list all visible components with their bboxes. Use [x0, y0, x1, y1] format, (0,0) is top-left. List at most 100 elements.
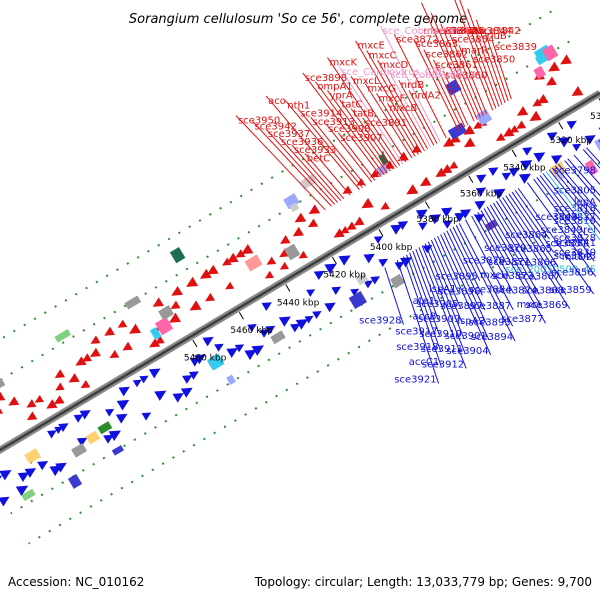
- reverse-gene-arrow: [333, 228, 345, 238]
- annotation-block: [169, 246, 186, 264]
- annotation-block: [158, 305, 175, 321]
- reverse-gene-arrow: [495, 132, 506, 142]
- forward-gene-arrow: [189, 357, 201, 367]
- reverse-gene-arrow: [307, 218, 319, 228]
- leader-line: [486, 206, 540, 295]
- gene-label: sce3859: [549, 285, 591, 296]
- leader-line: [339, 99, 391, 172]
- reverse-gene-arrow: [152, 297, 164, 307]
- reverse-gene-arrow: [54, 369, 65, 378]
- leader-line: [480, 210, 547, 324]
- forward-gene-arrow: [118, 386, 130, 397]
- leader-line: [489, 204, 537, 281]
- leader-line: [415, 248, 438, 306]
- gene-label: sce3893: [468, 317, 510, 328]
- gene-label: sce3911: [421, 344, 463, 355]
- leader-line: [413, 38, 460, 131]
- gene-label: sce3855: [443, 26, 485, 37]
- gene-label: sce3908: [328, 124, 370, 135]
- reverse-gene-arrow: [516, 106, 529, 116]
- reverse-gene-arrow: [346, 221, 357, 230]
- leader-line: [508, 193, 559, 267]
- gene-label: mxcL: [353, 76, 380, 87]
- gene-label: mxcK: [329, 58, 357, 69]
- reverse-gene-arrow: [571, 86, 584, 96]
- forward-gene-arrow: [247, 323, 257, 333]
- forward-gene-arrow: [116, 399, 130, 411]
- forward-gene-arrow: [522, 147, 533, 156]
- leader-line: [492, 42, 512, 100]
- forward-gene-arrow: [172, 393, 184, 403]
- reverse-gene-arrow: [170, 300, 181, 310]
- gene-label: accC1: [409, 357, 439, 368]
- gene-label: sce3933: [294, 145, 336, 156]
- forward-gene-arrow: [508, 167, 520, 177]
- forward-gene-arrow: [0, 470, 12, 481]
- leader-line: [458, 223, 514, 327]
- forward-gene-arrow: [331, 286, 342, 295]
- forward-gene-arrow: [460, 209, 472, 219]
- forward-gene-arrow: [55, 462, 67, 473]
- leader-line: [484, 30, 509, 102]
- forward-gene-arrow: [251, 345, 264, 356]
- reverse-gene-arrow: [280, 235, 291, 244]
- forward-gene-arrow: [79, 410, 91, 420]
- gene-label: sce3841: [554, 238, 596, 249]
- gene-label: sce3917: [395, 327, 437, 338]
- leader-line: [437, 236, 492, 356]
- gene-label: hemN: [452, 26, 482, 37]
- annotation-block: [378, 153, 389, 166]
- leader-line: [408, 90, 438, 144]
- gene-label: sce3950: [238, 116, 280, 127]
- annotation-block: [376, 163, 389, 176]
- annotation-block: [21, 488, 36, 502]
- tick-label: 5400 kbp: [370, 243, 413, 253]
- leader-line: [402, 256, 442, 367]
- forward-gene-arrow: [132, 379, 142, 388]
- gene-label: sce3896: [438, 286, 480, 297]
- reverse-gene-arrow: [26, 399, 37, 408]
- forward-gene-arrow: [188, 371, 199, 380]
- forward-gene-arrow: [312, 311, 322, 319]
- leader-line: [265, 128, 336, 205]
- reverse-gene-arrow: [463, 124, 476, 135]
- leader-line: [433, 59, 466, 128]
- leader-line: [440, 23, 481, 118]
- reverse-gene-arrow: [406, 184, 419, 195]
- gene-label: mxcF: [378, 93, 405, 104]
- reverse-gene-arrow: [117, 319, 128, 328]
- reverse-gene-arrow: [75, 356, 87, 366]
- forward-gene-arrow: [520, 160, 533, 171]
- gene-label: sce3909: [418, 314, 460, 325]
- reverse-gene-arrow: [529, 110, 542, 121]
- gene-label: sce3848: [535, 212, 577, 223]
- leader-line: [430, 239, 461, 309]
- leader-line: [430, 12, 478, 120]
- leader-line: [380, 25, 441, 142]
- tick-label: 5340 kbp: [503, 164, 546, 174]
- forward-gene-arrow: [546, 132, 558, 142]
- tick-label: 5440 kbp: [277, 298, 320, 308]
- leader-line: [278, 136, 339, 203]
- gene-label: sce3907: [340, 133, 382, 144]
- tick-mark: [331, 256, 337, 265]
- leader-line: [421, 245, 466, 354]
- gene-label: sce3897: [440, 301, 482, 312]
- forward-gene-arrow: [429, 214, 442, 225]
- forward-gene-arrow: [474, 214, 485, 223]
- leader-line: [459, 0, 500, 107]
- forward-gene-arrow: [324, 263, 337, 275]
- leader-line: [533, 178, 595, 262]
- annotation-block: [447, 122, 467, 140]
- reverse-gene-arrow: [104, 326, 115, 336]
- annotation-block: [111, 445, 125, 456]
- forward-gene-arrow: [214, 343, 224, 352]
- reverse-gene-arrow: [532, 98, 542, 107]
- forward-gene-arrow: [400, 257, 413, 268]
- forward-gene-arrow: [551, 155, 563, 165]
- gene-label: nth1: [287, 100, 310, 111]
- reverse-gene-arrow: [294, 212, 307, 223]
- leader-line: [514, 189, 550, 240]
- reverse-gene-arrow: [419, 176, 432, 187]
- gene-label: mxcG: [367, 84, 396, 95]
